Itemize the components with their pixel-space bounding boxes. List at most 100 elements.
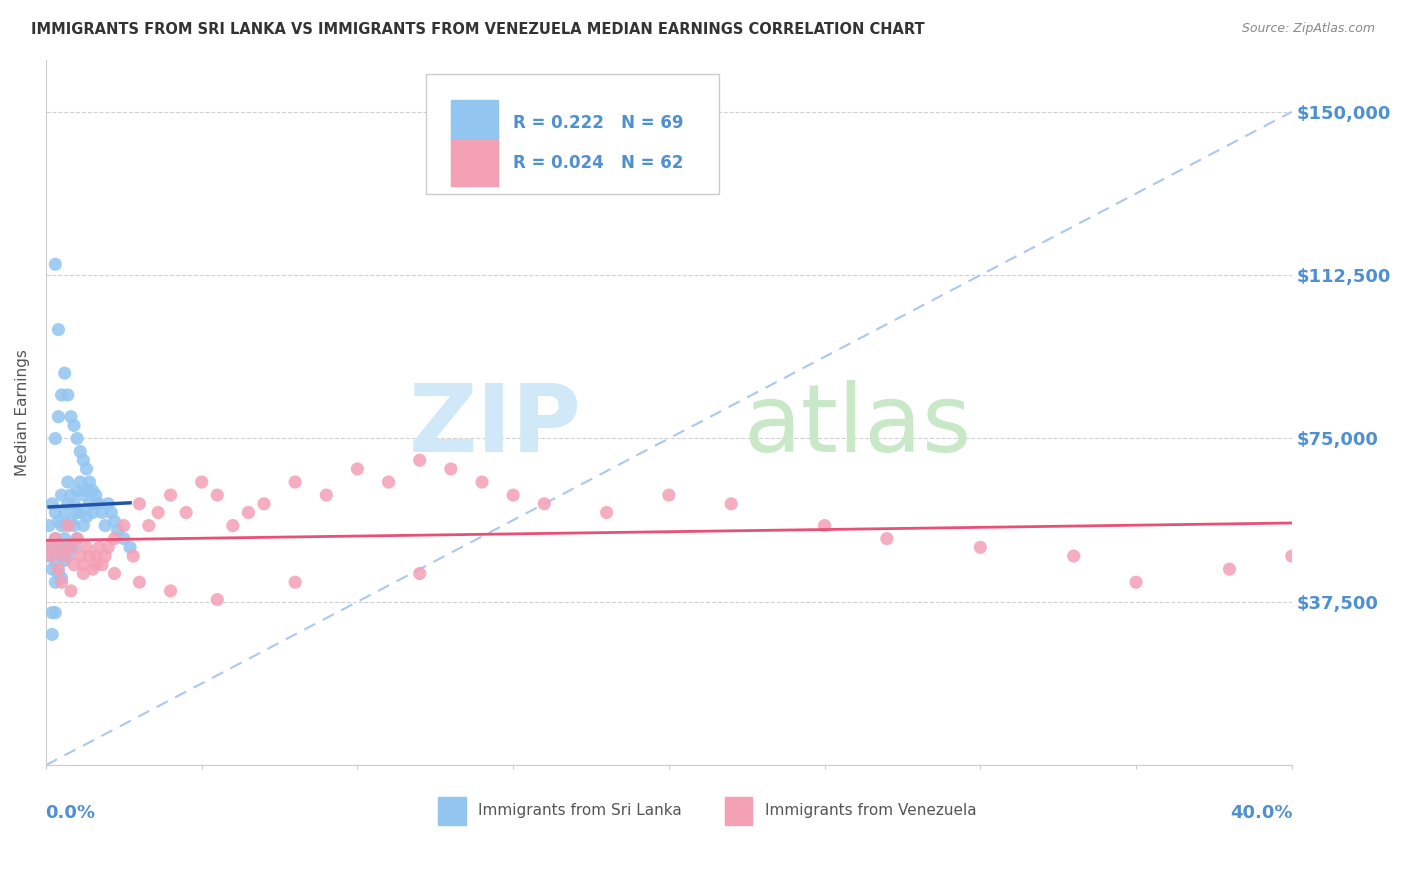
Point [82, 562, 104, 576]
Point [533, 497, 555, 511]
Point [190, 475, 212, 489]
Point [75, 509, 97, 524]
Point [72, 453, 94, 467]
Point [107, 523, 129, 537]
Point [100, 506, 122, 520]
Point [41, 606, 63, 620]
Point [79, 497, 101, 511]
Point [471, 475, 494, 489]
Point [84, 549, 107, 563]
Point [38, 549, 60, 563]
Point [56, 388, 79, 402]
Point [48, 566, 70, 581]
Point [120, 541, 142, 555]
Point [38, 518, 60, 533]
Point [63, 518, 86, 533]
Point [284, 475, 307, 489]
Point [56, 518, 79, 533]
Point [44, 553, 66, 567]
Point [112, 518, 135, 533]
Text: 40.0%: 40.0% [1230, 804, 1294, 822]
Point [59, 488, 82, 502]
Point [44, 432, 66, 446]
Point [44, 532, 66, 546]
Point [72, 488, 94, 502]
Point [63, 418, 86, 433]
Point [75, 541, 97, 555]
Point [48, 514, 70, 528]
Point [75, 483, 97, 498]
Bar [725, 797, 752, 825]
Point [1281, 549, 1303, 563]
Bar [451, 100, 498, 146]
Point [82, 483, 104, 498]
Point [51, 545, 73, 559]
Point [59, 541, 82, 555]
Point [63, 497, 86, 511]
Point [72, 558, 94, 572]
Point [409, 453, 432, 467]
Text: atlas: atlas [744, 381, 972, 473]
Point [876, 532, 898, 546]
Point [48, 562, 70, 576]
Point [969, 541, 991, 555]
Point [720, 497, 742, 511]
Point [207, 488, 229, 502]
Point [69, 506, 91, 520]
Point [94, 549, 117, 563]
Text: Immigrants from Venezuela: Immigrants from Venezuela [765, 804, 976, 819]
Point [63, 541, 86, 555]
Point [84, 558, 107, 572]
Point [48, 541, 70, 555]
Point [63, 558, 86, 572]
Point [66, 532, 89, 546]
Point [174, 506, 197, 520]
Point [69, 475, 91, 489]
Point [41, 497, 63, 511]
Text: 0.0%: 0.0% [45, 804, 94, 822]
Point [51, 571, 73, 585]
Point [69, 549, 91, 563]
Point [138, 518, 160, 533]
Point [1125, 575, 1147, 590]
Point [53, 366, 76, 380]
Point [159, 583, 181, 598]
Point [79, 475, 101, 489]
Point [84, 488, 107, 502]
Point [38, 541, 60, 555]
Bar [439, 797, 465, 825]
Point [48, 409, 70, 424]
Point [409, 566, 432, 581]
Point [72, 566, 94, 581]
Point [103, 566, 125, 581]
Point [66, 432, 89, 446]
Point [75, 462, 97, 476]
Point [128, 575, 150, 590]
Point [53, 506, 76, 520]
Point [346, 462, 368, 476]
Point [1218, 562, 1240, 576]
Point [207, 592, 229, 607]
FancyBboxPatch shape [426, 74, 718, 194]
Point [51, 575, 73, 590]
Point [813, 518, 835, 533]
Point [97, 541, 120, 555]
Point [59, 583, 82, 598]
Point [53, 532, 76, 546]
Text: Source: ZipAtlas.com: Source: ZipAtlas.com [1241, 22, 1375, 36]
Point [595, 506, 617, 520]
Point [87, 497, 110, 511]
Point [159, 488, 181, 502]
Point [84, 497, 107, 511]
Point [59, 514, 82, 528]
Point [56, 475, 79, 489]
Text: ZIP: ZIP [409, 381, 582, 473]
Point [222, 518, 245, 533]
Point [53, 549, 76, 563]
Point [51, 488, 73, 502]
Point [59, 541, 82, 555]
Point [56, 549, 79, 563]
Point [377, 475, 399, 489]
Point [502, 488, 524, 502]
Point [51, 518, 73, 533]
